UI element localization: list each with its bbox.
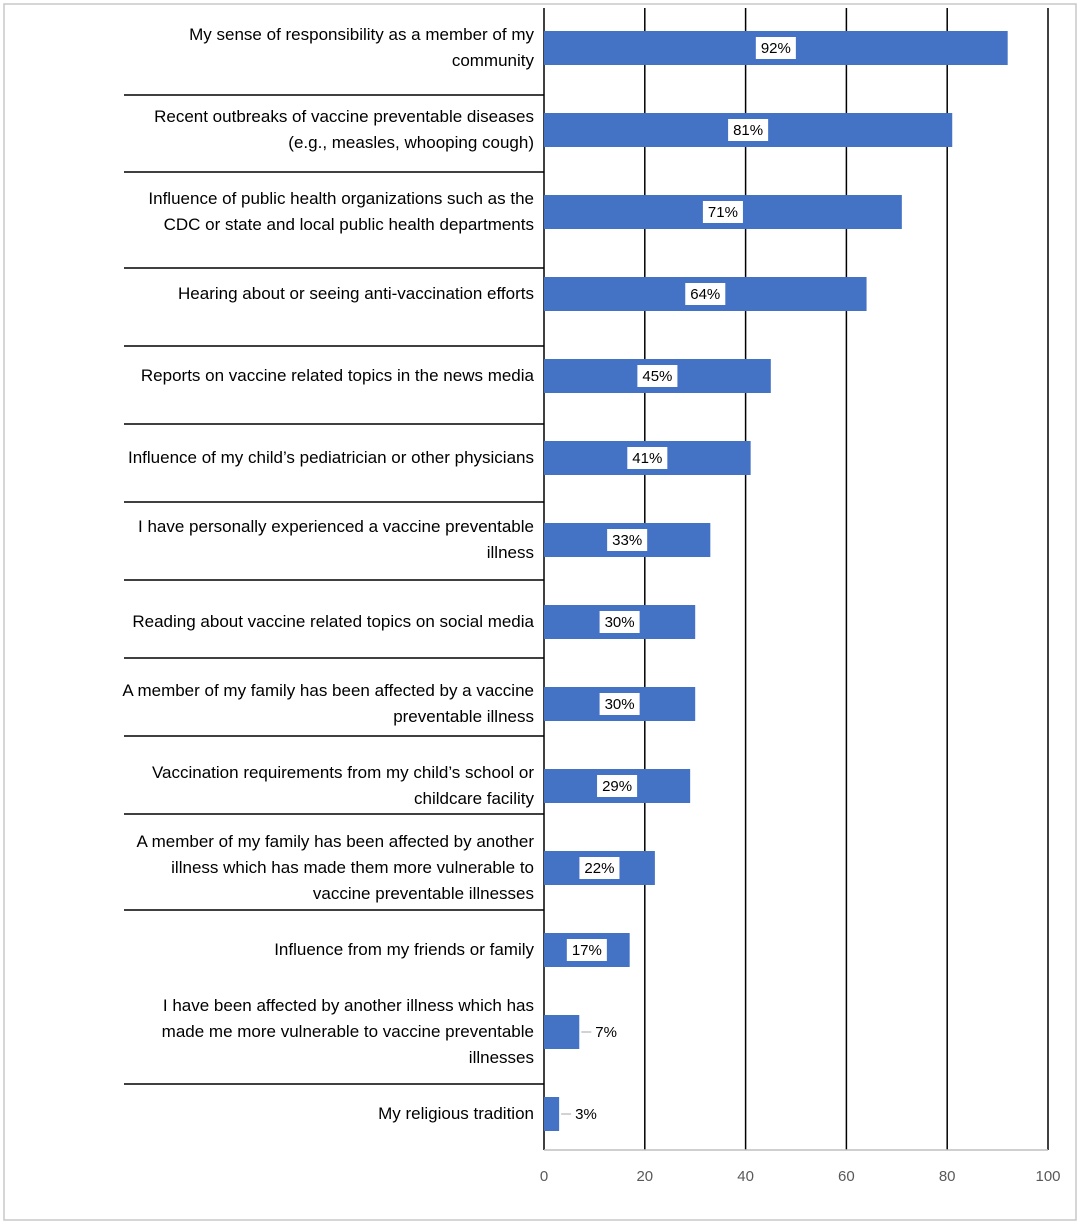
value-label: 17% bbox=[572, 942, 602, 959]
category-label: Recent outbreaks of vaccine preventable … bbox=[154, 107, 534, 152]
x-tick-label: 60 bbox=[838, 1168, 855, 1185]
category-label: Influence of public health organizations… bbox=[148, 189, 534, 234]
value-label-box bbox=[566, 939, 607, 961]
value-label-box bbox=[637, 365, 678, 387]
value-label: 92% bbox=[761, 40, 791, 57]
x-tick-label: 20 bbox=[636, 1168, 653, 1185]
value-label-box bbox=[728, 119, 769, 141]
value-label: 41% bbox=[632, 450, 662, 467]
value-label-box bbox=[579, 857, 620, 879]
x-tick-label: 0 bbox=[540, 1168, 548, 1185]
value-label-box bbox=[755, 37, 796, 59]
bar bbox=[544, 1015, 580, 1049]
category-label: Vaccination requirements from my child’s… bbox=[151, 763, 534, 808]
value-label-box bbox=[702, 201, 743, 223]
value-label: 81% bbox=[733, 122, 763, 139]
value-label: 45% bbox=[642, 368, 672, 385]
value-label-box bbox=[599, 611, 640, 633]
category-label: A member of my family has been affected … bbox=[122, 681, 534, 726]
x-tick-label: 100 bbox=[1035, 1168, 1060, 1185]
category-label: My religious tradition bbox=[378, 1104, 534, 1123]
value-label-box bbox=[597, 775, 638, 797]
value-label-box bbox=[599, 693, 640, 715]
value-label-box bbox=[627, 447, 668, 469]
value-label: 7% bbox=[595, 1024, 617, 1041]
category-label: My sense of responsibility as a member o… bbox=[189, 25, 534, 70]
value-label-box bbox=[685, 283, 726, 305]
category-label: I have personally experienced a vaccine … bbox=[138, 517, 534, 562]
value-label: 64% bbox=[690, 286, 720, 303]
category-label: Reading about vaccine related topics on … bbox=[132, 612, 534, 631]
value-label: 30% bbox=[605, 696, 635, 713]
category-label: Influence of my child’s pediatrician or … bbox=[127, 448, 534, 467]
category-label: Reports on vaccine related topics in the… bbox=[140, 366, 534, 385]
category-label: Hearing about or seeing anti-vaccination… bbox=[178, 284, 534, 303]
value-label-box bbox=[607, 529, 648, 551]
value-label: 29% bbox=[602, 778, 632, 795]
chart-border bbox=[3, 3, 1077, 1221]
category-label: A member of my family has been affected … bbox=[136, 832, 534, 903]
category-label: Influence from my friends or family bbox=[274, 940, 534, 959]
x-tick-label: 80 bbox=[939, 1168, 956, 1185]
value-label: 22% bbox=[584, 860, 614, 877]
value-label: 33% bbox=[612, 532, 642, 549]
value-label: 30% bbox=[605, 614, 635, 631]
value-label: 3% bbox=[575, 1106, 597, 1123]
bar bbox=[544, 1097, 560, 1131]
x-tick-label: 40 bbox=[737, 1168, 754, 1185]
value-label: 71% bbox=[708, 204, 738, 221]
category-label: I have been affected by another illness … bbox=[161, 996, 534, 1067]
